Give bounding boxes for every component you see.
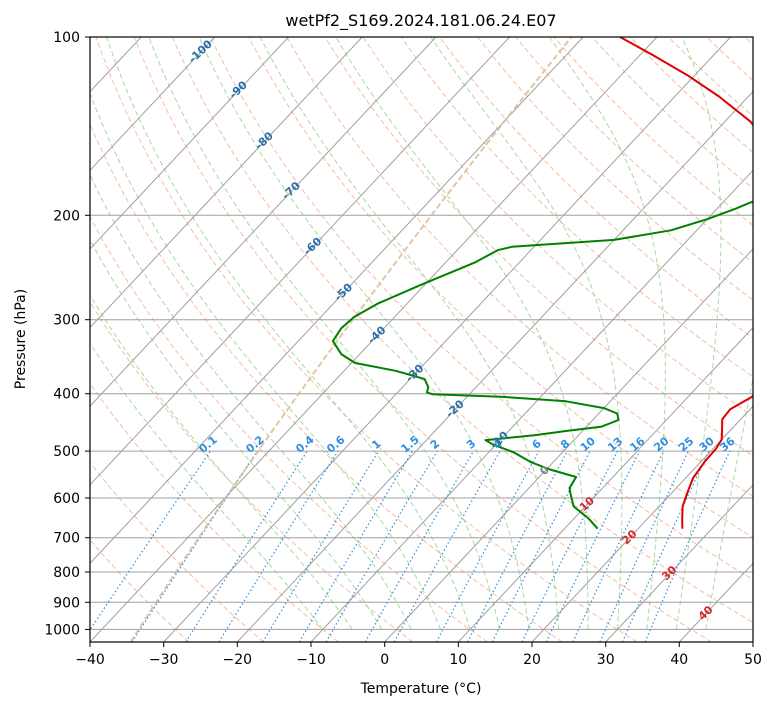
dry-adiabat-line	[171, 37, 753, 624]
isotherm-line	[384, 248, 753, 642]
moist-adiabat-line	[675, 37, 722, 630]
x-tick-label: −20	[223, 652, 253, 668]
moist-adiabat-line	[198, 37, 530, 630]
isotherm-line	[310, 169, 753, 642]
background-lines	[90, 37, 753, 642]
x-tick-label: 30	[597, 652, 615, 668]
y-tick-label: 300	[53, 313, 80, 329]
y-tick-label: 700	[53, 531, 80, 547]
mixing-ratio-line	[90, 450, 211, 631]
x-tick-label: 0	[380, 652, 389, 668]
isotherm-line	[163, 37, 731, 642]
dry-adiabat-line	[90, 215, 488, 642]
dry-adiabat-line	[90, 539, 190, 642]
y-tick-label: 900	[53, 595, 80, 611]
x-axis-title: Temperature (°C)	[360, 681, 482, 697]
x-tick-label: 50	[744, 652, 762, 668]
dry-adiabat-line	[400, 37, 753, 378]
y-axis-title: Pressure (hPa)	[13, 289, 29, 389]
mixing-ratio-line	[393, 450, 501, 642]
dry-adiabat-line	[95, 37, 638, 642]
dry-adiabat-line	[210, 37, 753, 581]
temperature-profile-line	[619, 37, 753, 529]
y-tick-label: 400	[53, 387, 80, 403]
moist-adiabat-line	[259, 37, 559, 630]
moist-adiabat-line	[106, 37, 471, 630]
isotherm-line	[90, 37, 289, 250]
dry-adiabat-line	[90, 461, 264, 642]
isotherm-line	[90, 37, 658, 642]
parcel-guide-line	[129, 37, 573, 642]
isotherm-line	[90, 37, 510, 486]
mixing-ratio-line	[621, 450, 710, 642]
dewpoint-profile-line	[331, 200, 753, 530]
moist-adiabat-line	[549, 37, 666, 630]
y-tick-label: 1000	[44, 622, 80, 638]
moist-adiabat-line	[90, 92, 442, 630]
mixing-ratio-line	[185, 450, 308, 642]
moist-adiabat-line	[90, 239, 383, 630]
x-tick-label: 40	[670, 652, 688, 668]
isotherm-line	[605, 484, 753, 642]
isotherm-line	[457, 326, 753, 642]
isotherm-line	[236, 90, 753, 642]
isotherm-line	[531, 405, 753, 642]
dry-adiabat-line	[439, 37, 753, 339]
mixing-ratio-line	[131, 450, 258, 642]
y-tick-label: 200	[53, 208, 80, 224]
plot-frame	[89, 36, 754, 643]
isotherm-line	[90, 37, 363, 329]
x-tick-label: −40	[75, 652, 105, 668]
dry-adiabat-line	[133, 37, 712, 642]
y-tick-label: 600	[53, 491, 80, 507]
axes: −40 −30 −20 −10 0 10 20 30 40 50 100 200 300 400 500 60…	[44, 30, 762, 668]
mixing-ratio-line	[644, 450, 731, 642]
isotherm-line	[90, 37, 437, 407]
y-tick-label: 800	[53, 565, 80, 581]
profile-lines	[331, 37, 753, 530]
dry-adiabat-line	[90, 123, 563, 642]
mixing-ratio-line	[521, 450, 619, 642]
moist-adiabat-line	[148, 37, 501, 630]
moist-adiabat-line	[90, 173, 412, 630]
x-tick-label: −10	[296, 652, 326, 668]
x-tick-label: −30	[149, 652, 179, 668]
moist-adiabat-line	[705, 375, 753, 630]
mixing-ratio-line	[435, 450, 540, 642]
isotherm-line	[90, 37, 584, 565]
dry-adiabat-line	[286, 37, 753, 497]
moist-adiabat-line	[90, 342, 324, 630]
mixing-ratio-line	[262, 450, 380, 642]
mixing-ratio-line	[364, 450, 474, 642]
chart-title: wetPf2_S169.2024.181.06.24.E07	[285, 11, 556, 31]
moist-adiabat-line	[90, 294, 353, 630]
moist-adiabat-line	[335, 37, 589, 630]
moist-adiabat-line	[430, 37, 623, 630]
y-tick-label: 100	[53, 30, 80, 46]
dry-adiabat-line	[324, 37, 753, 457]
y-tick-label: 500	[53, 444, 80, 460]
x-tick-label: 10	[449, 652, 467, 668]
isotherm-line	[90, 37, 216, 172]
x-tick-label: 20	[523, 652, 541, 668]
